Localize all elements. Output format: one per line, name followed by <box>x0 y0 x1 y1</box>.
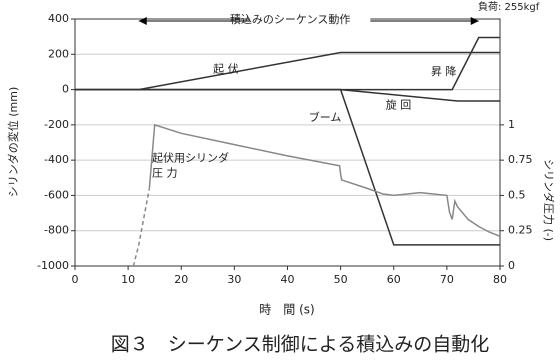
x-tick-label: 20 <box>174 273 188 286</box>
series-line <box>75 88 500 246</box>
series-line <box>75 36 500 91</box>
y-tick-label: -400 <box>44 153 69 166</box>
x-axis-label: 時 間 (s) <box>259 303 314 317</box>
series-label: 起 伏 <box>213 61 239 75</box>
series-label: 起伏用シリンダ <box>152 150 229 164</box>
x-tick-label: 60 <box>387 273 401 286</box>
y2-axis-label: シリンダ圧力 (-) <box>542 159 556 241</box>
y-axis-label: シリンダの変位 (mm) <box>6 87 20 198</box>
series-line <box>148 123 501 238</box>
sequence-annotation: 積込みのシーケンス動作 <box>230 12 350 26</box>
plot-frame <box>74 18 501 267</box>
x-tick-label: 50 <box>334 273 348 286</box>
y-tick-label: 200 <box>48 47 69 60</box>
y-tick-label: -1000 <box>37 259 69 272</box>
x-tick-label: 40 <box>281 273 295 286</box>
x-tick-label: 0 <box>72 273 79 286</box>
y2-tick-label: 1 <box>508 118 515 131</box>
series-label: 昇 降 <box>431 64 457 78</box>
series-label: 圧 力 <box>152 166 178 179</box>
x-tick-label: 10 <box>121 273 135 286</box>
y-tick-label: 400 <box>48 12 69 25</box>
annotation-bg <box>250 13 371 27</box>
y-tick-label: -600 <box>44 188 69 201</box>
series-line <box>132 188 151 267</box>
x-tick-label: 80 <box>493 273 507 286</box>
x-tick-label: 70 <box>440 273 454 286</box>
y2-tick-label: 0 <box>508 259 515 272</box>
y-tick-label: 0 <box>62 83 69 96</box>
y2-tick-label: 0.25 <box>508 224 533 237</box>
y2-tick-label: 0.75 <box>508 153 533 166</box>
series-label: ブーム <box>309 110 342 124</box>
load-label: 負荷: 255kgf <box>478 1 540 13</box>
y2-tick-label: 0.5 <box>508 188 526 201</box>
series-label: 旋 回 <box>386 97 412 111</box>
series-line <box>75 88 500 102</box>
x-tick-label: 30 <box>227 273 241 286</box>
y-tick-label: -200 <box>44 118 69 131</box>
caption: 図３ シーケンス制御による積込みの自動化 <box>111 334 489 356</box>
y-tick-label: -800 <box>44 224 69 237</box>
